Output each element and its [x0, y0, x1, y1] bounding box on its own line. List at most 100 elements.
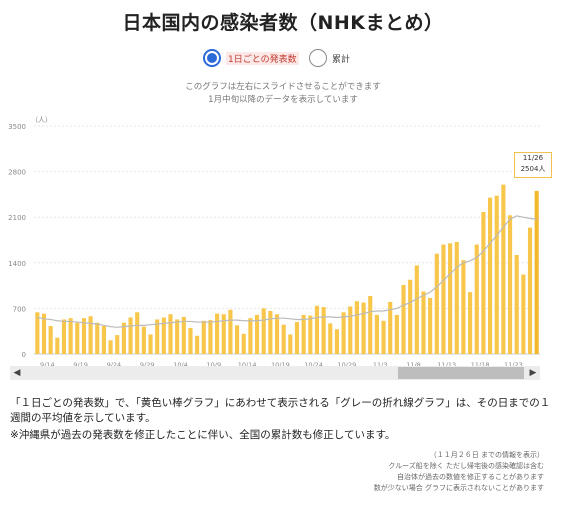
- bar: [514, 254, 519, 354]
- average-line-note: 「１日ごとの発表数」で、「黄色い棒グラフ」にあわせて表示される「グレーの折れ線グ…: [10, 397, 551, 424]
- y-tick-label: 700: [13, 305, 26, 313]
- x-tick-label: 10/9: [206, 361, 221, 369]
- revision-note: 自治体が過去の数値を修正することがあります: [397, 473, 544, 481]
- bar: [208, 320, 213, 354]
- bar: [521, 274, 526, 354]
- x-tick-label: 9/14: [40, 361, 55, 369]
- cruise-ship-note: クルーズ船を除く ただし帰宅後の感染確認は含む: [388, 462, 544, 470]
- small-values-note: 数が少ない場合 グラフに表示されないことがあります: [373, 484, 544, 492]
- bar: [334, 329, 339, 354]
- y-tick-label: 3500: [8, 123, 26, 131]
- bar: [281, 324, 286, 354]
- bar: [434, 253, 439, 354]
- page-title: 日本国内の感染者数（NHKまとめ）: [122, 12, 444, 34]
- bar: [235, 325, 240, 354]
- x-tick-label: 10/29: [338, 361, 357, 369]
- bar: [55, 337, 60, 354]
- scroll-right-icon[interactable]: ▶: [529, 368, 537, 378]
- y-tick-label: 1400: [8, 260, 26, 268]
- bar: [141, 326, 146, 354]
- bar: [128, 317, 133, 354]
- bar: [115, 335, 120, 354]
- x-tick-label: 11/23: [504, 361, 523, 369]
- bar: [394, 314, 399, 354]
- slide-hint: このグラフは左右にスライドさせることができます: [185, 82, 381, 92]
- bar: [501, 184, 506, 354]
- x-tick-label: 9/19: [73, 361, 88, 369]
- radio-total-label[interactable]: 累計: [332, 55, 351, 65]
- scroll-left-icon[interactable]: ◀: [13, 368, 21, 378]
- bar: [348, 306, 353, 354]
- tooltip-value: 2504人: [520, 165, 546, 173]
- y-tick-label: 2100: [8, 214, 26, 222]
- bar: [61, 319, 67, 354]
- x-tick-label: 10/24: [304, 361, 323, 369]
- bar: [354, 301, 359, 354]
- x-tick-label: 10/14: [238, 361, 257, 369]
- view-mode-radio-group: 1日ごとの発表数 累計: [0, 46, 566, 72]
- bar: [261, 308, 266, 354]
- bar: [408, 279, 413, 354]
- y-tick-label: 0: [22, 351, 26, 359]
- bar: [254, 314, 260, 354]
- bar: [228, 309, 233, 354]
- range-hint: 1月中旬以降のデータを表示しています: [208, 95, 358, 105]
- y-axis-unit-label: （人）: [31, 116, 52, 124]
- radio-total[interactable]: [309, 49, 327, 67]
- bar: [534, 190, 539, 354]
- bar: [101, 325, 106, 354]
- bar: [35, 312, 40, 354]
- bar: [268, 311, 273, 354]
- bar: [368, 296, 373, 354]
- x-tick-label: 9/29: [140, 361, 155, 369]
- bar: [288, 334, 293, 354]
- bar: [388, 301, 393, 354]
- okinawa-correction-note: ※沖縄県が過去の発表数を修正したことに伴い、全国の累計数も修正しています。: [10, 429, 396, 441]
- bar: [161, 317, 166, 354]
- scroll-thumb[interactable]: [398, 367, 524, 379]
- bar: [294, 322, 300, 354]
- bar: [148, 334, 153, 354]
- bar: [374, 314, 379, 354]
- bar: [527, 227, 533, 354]
- bar: [201, 320, 206, 354]
- x-tick-label: 11/18: [471, 361, 490, 369]
- bar: [328, 323, 333, 354]
- bar: [314, 305, 320, 354]
- bar: [215, 313, 220, 354]
- bar: [221, 314, 226, 354]
- bar: [441, 244, 446, 354]
- bar: [95, 322, 100, 354]
- x-tick-label: 9/24: [107, 361, 122, 369]
- x-tick-label: 11/8: [406, 361, 421, 369]
- average-line: [37, 215, 537, 328]
- bar: [474, 244, 479, 354]
- chart-area[interactable]: 0 700 1400 2100 2800 3500 （人） 9/14 9/19 9/24 9/29 1…: [0, 110, 566, 372]
- tooltip-date: 11/26: [522, 154, 544, 162]
- data-as-of-note: （１１月２６日 までの情報を表示）: [429, 451, 544, 459]
- bar: [168, 314, 173, 354]
- x-tick-label: 10/19: [271, 361, 290, 369]
- bar: [494, 195, 499, 354]
- chart-tooltip: 11/26 2504人: [514, 152, 552, 178]
- bar: [361, 302, 366, 354]
- bar: [421, 291, 426, 354]
- bar: [381, 320, 386, 354]
- bar: [88, 316, 93, 354]
- bar: [414, 265, 419, 354]
- bar: [301, 314, 306, 354]
- bar: [68, 318, 73, 354]
- bar: [448, 243, 453, 354]
- bar: [41, 313, 47, 354]
- bar: [135, 312, 140, 354]
- radio-daily[interactable]: [203, 49, 221, 67]
- bar: [274, 314, 280, 354]
- bar-chart[interactable]: 0 700 1400 2100 2800 3500 （人） 9/14 9/19 9/24 9/29 1…: [0, 110, 566, 372]
- bar: [81, 318, 86, 354]
- bar: [155, 319, 160, 354]
- bar: [454, 241, 459, 354]
- x-tick-label: 11/3: [373, 361, 388, 369]
- horizontal-scrollbar[interactable]: ◀ ▶: [10, 366, 540, 380]
- radio-daily-label[interactable]: 1日ごとの発表数: [226, 52, 299, 65]
- bar: [121, 322, 126, 354]
